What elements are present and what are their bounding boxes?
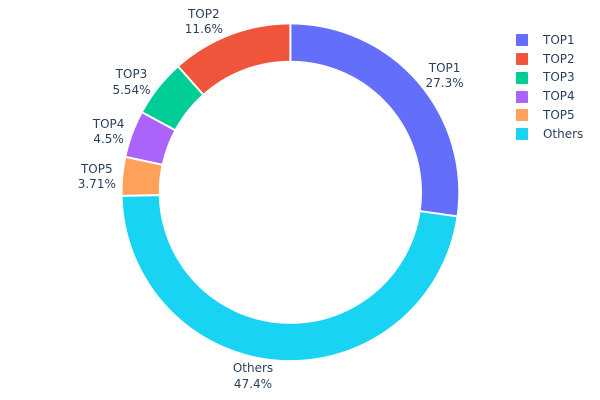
legend-label: Others [542, 126, 584, 141]
legend-item-top2[interactable]: TOP2 [516, 51, 600, 72]
legend-swatch-top2 [516, 53, 529, 66]
pie-slice-top5[interactable] [122, 157, 162, 196]
slice-label-name: TOP2 [187, 6, 220, 21]
pie-slice-top4[interactable] [126, 112, 175, 165]
slice-label-top4: TOP4 4.5% [93, 117, 125, 148]
slice-separator [125, 155, 163, 166]
slice-label-name: TOP4 [92, 116, 125, 131]
legend-label: TOP5 [542, 107, 575, 122]
legend-swatch-top5 [516, 109, 529, 122]
slice-label-percent: 11.6% [184, 22, 223, 36]
slice-label-percent: 27.3% [425, 76, 464, 90]
slice-label-top2: TOP2 11.6% [185, 7, 223, 38]
legend-label: TOP2 [542, 51, 575, 66]
legend-swatch-others [516, 128, 529, 141]
pie-slice-top2[interactable] [178, 24, 291, 95]
legend-swatch-top4 [516, 90, 529, 103]
slice-separator [122, 194, 160, 197]
slice-label-percent: 3.71% [77, 177, 116, 192]
legend-item-top3[interactable]: TOP3 [516, 70, 600, 91]
legend-label: TOP4 [542, 89, 575, 104]
slice-label-percent: 5.54% [112, 82, 151, 97]
slice-label-name: TOP5 [80, 161, 113, 176]
slice-label-top3: TOP3 5.54% [112, 67, 150, 98]
slice-label-percent: 4.5% [93, 132, 124, 147]
legend-swatch-top1 [516, 34, 529, 47]
slice-label-name: Others [232, 361, 274, 376]
slice-separator [177, 65, 204, 96]
slice-label-name: TOP3 [115, 67, 148, 82]
legend-swatch-top3 [516, 71, 529, 84]
pie-slice-others[interactable] [122, 195, 457, 361]
slice-label-top1: TOP1 27.3% [426, 61, 464, 92]
slice-label-name: TOP1 [428, 60, 461, 75]
legend-label: TOP3 [542, 70, 575, 85]
legend-item-top5[interactable]: TOP5 [516, 107, 600, 128]
legend-label: TOP1 [542, 32, 575, 47]
pie-slice-top1[interactable] [290, 24, 459, 217]
slice-separator [141, 111, 176, 131]
slice-label-percent: 47.4% [233, 376, 273, 391]
legend-item-others[interactable]: Others [516, 126, 600, 147]
pie-slice-top3[interactable] [142, 67, 203, 130]
legend-item-top4[interactable]: TOP4 [516, 89, 600, 110]
slice-label-others: Others 47.4% [233, 361, 273, 392]
legend-item-top1[interactable]: TOP1 [516, 32, 600, 53]
slice-separator [420, 210, 458, 218]
slice-label-top5: TOP5 3.71% [78, 162, 116, 193]
